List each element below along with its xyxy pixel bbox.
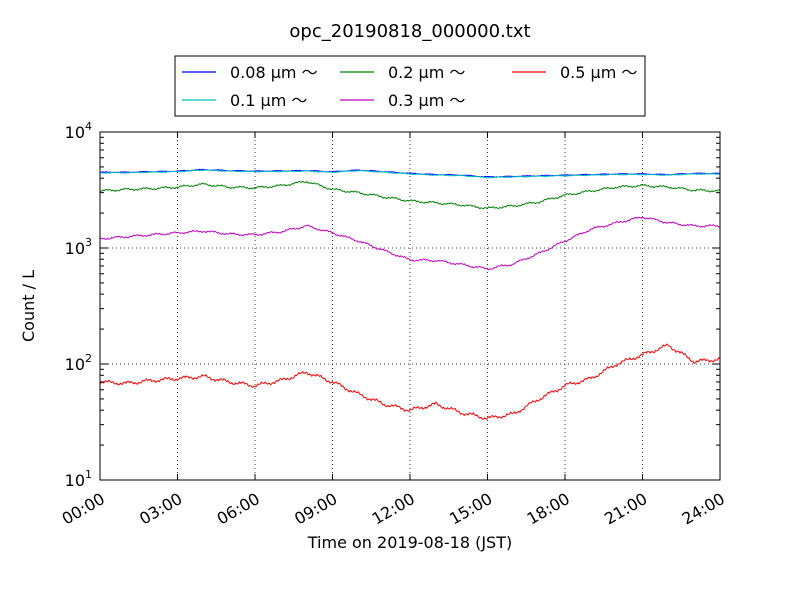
series-line-3 bbox=[99, 180, 720, 210]
legend-label: 0.3 μm ～ bbox=[388, 91, 465, 110]
series-line-5 bbox=[99, 343, 721, 421]
x-axis-label: Time on 2019-08-18 (JST) bbox=[307, 533, 512, 552]
series-line-4 bbox=[99, 216, 721, 271]
y-tick-label: 104 bbox=[65, 120, 92, 142]
legend-label: 0.5 μm ～ bbox=[560, 63, 637, 82]
legend: 0.08 μm ～ 0.1 μm ～ 0.2 μm ～ 0.3 μm ～ 0.5 μm … bbox=[174, 55, 646, 117]
plot-area: 00:00 03:00 06:00 09:00 12:00 15:00 18:00 21:00… bbox=[59, 120, 728, 529]
series-lines bbox=[99, 168, 721, 421]
y-tick-label: 102 bbox=[65, 352, 92, 374]
legend-label: 0.1 μm ～ bbox=[230, 91, 307, 110]
legend-frame bbox=[174, 55, 646, 117]
legend-label: 0.08 μm ～ bbox=[230, 63, 318, 82]
y-tick-label: 101 bbox=[65, 468, 92, 490]
y-tick-label: 103 bbox=[65, 236, 92, 258]
y-axis-label: Count / L bbox=[19, 270, 38, 342]
chart-title: opc_20190818_000000.txt bbox=[289, 21, 530, 42]
y-axis: 101 102 103 104 bbox=[65, 120, 720, 490]
legend-label: 0.2 μm ～ bbox=[388, 63, 465, 82]
series-line-2 bbox=[99, 169, 721, 179]
plot-background bbox=[100, 132, 720, 480]
